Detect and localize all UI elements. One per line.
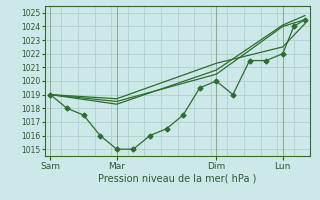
X-axis label: Pression niveau de la mer( hPa ): Pression niveau de la mer( hPa )	[99, 173, 257, 183]
